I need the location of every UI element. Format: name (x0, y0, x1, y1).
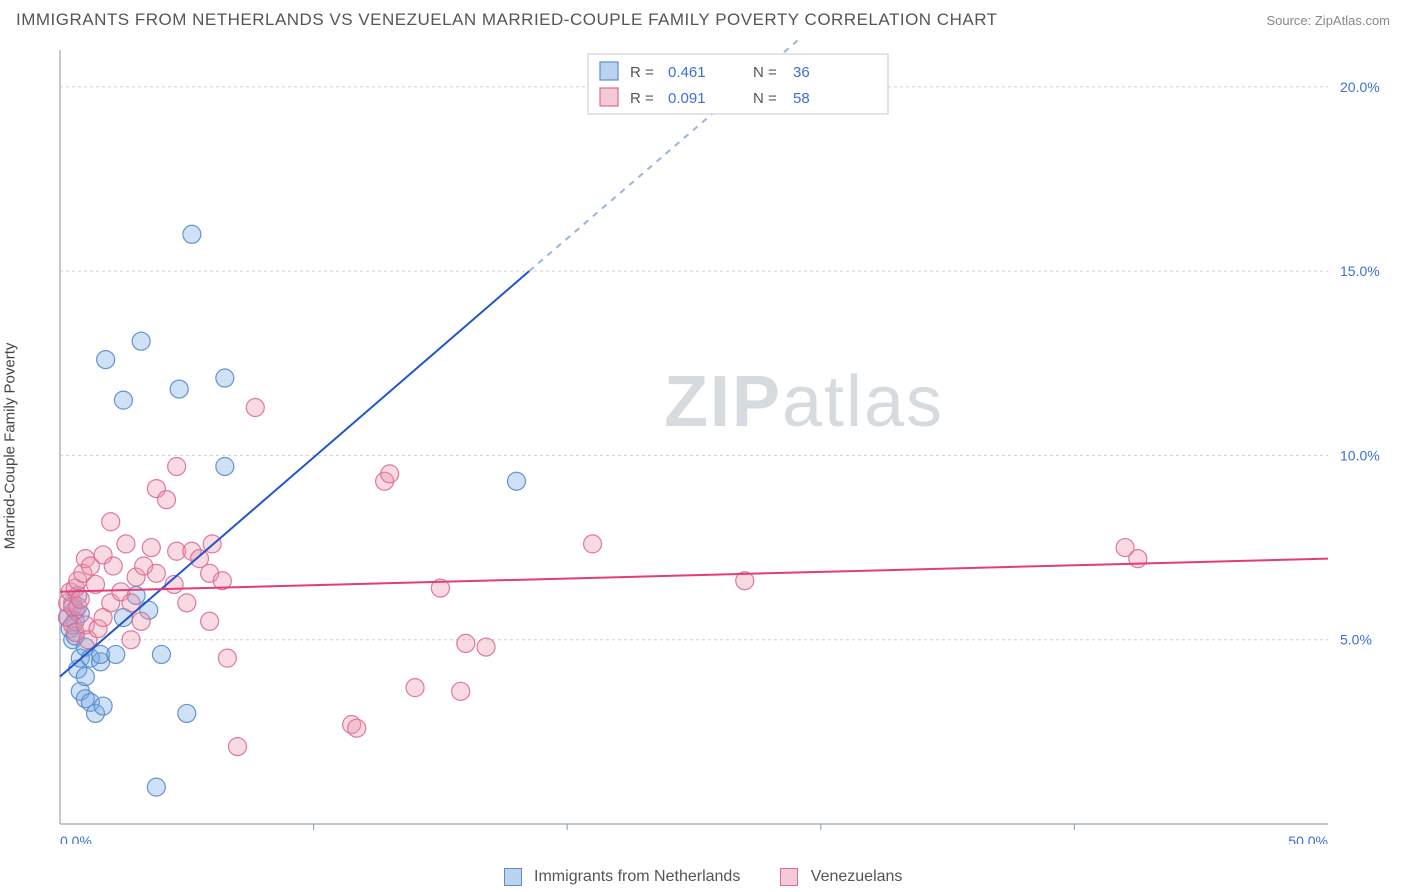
svg-text:15.0%: 15.0% (1340, 263, 1380, 279)
svg-text:N =: N = (753, 64, 777, 81)
legend-blue-label: Immigrants from Netherlands (534, 868, 740, 885)
y-axis-label: Married-Couple Family Poverty (2, 343, 19, 550)
svg-text:0.0%: 0.0% (60, 833, 92, 844)
svg-text:N =: N = (753, 90, 777, 107)
svg-text:0.091: 0.091 (668, 90, 706, 107)
svg-text:5.0%: 5.0% (1340, 632, 1372, 648)
svg-text:58: 58 (793, 90, 810, 107)
svg-text:10.0%: 10.0% (1340, 447, 1380, 463)
swatch-pink-icon (780, 868, 798, 886)
legend-pink-label: Venezuelans (811, 868, 903, 885)
svg-text:20.0%: 20.0% (1340, 79, 1380, 95)
svg-text:0.461: 0.461 (668, 64, 706, 81)
svg-text:ZIPatlas: ZIPatlas (664, 362, 944, 442)
swatch-blue-icon (504, 868, 522, 886)
scatter-chart: 5.0% 10.0% 15.0% 20.0% 0.0% 50.0% ZIPatlas R = 0… (48, 40, 1398, 844)
svg-text:50.0%: 50.0% (1288, 833, 1328, 844)
title-bar: IMMIGRANTS FROM NETHERLANDS VS VENEZUELA… (0, 0, 1406, 40)
plot-area: 5.0% 10.0% 15.0% 20.0% 0.0% 50.0% ZIPatlas R = 0… (48, 40, 1398, 844)
svg-text:R =: R = (630, 64, 654, 81)
svg-text:36: 36 (793, 64, 810, 81)
legend-item-pink: Venezuelans (780, 868, 902, 886)
legend-item-blue: Immigrants from Netherlands (504, 868, 741, 886)
bottom-legend: Immigrants from Netherlands Venezuelans (0, 868, 1406, 886)
svg-text:R =: R = (630, 90, 654, 107)
source-attribution: Source: ZipAtlas.com (1266, 13, 1390, 28)
chart-title: IMMIGRANTS FROM NETHERLANDS VS VENEZUELA… (16, 10, 998, 30)
